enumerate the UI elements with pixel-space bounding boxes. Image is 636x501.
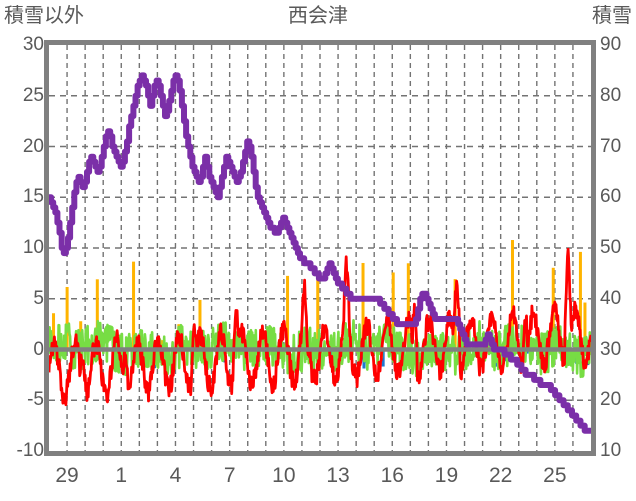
right-axis-title: 積雪 <box>592 5 632 27</box>
axis-tick-label: 25 <box>543 464 567 487</box>
temperature-line <box>49 247 591 407</box>
axis-tick-label: 20 <box>22 135 44 157</box>
axis-tick-label: 13 <box>326 464 350 487</box>
axis-tick-label: 15 <box>22 186 44 208</box>
plot-inner <box>49 45 591 451</box>
axis-tick-label: 10 <box>272 464 296 487</box>
axis-tick-label: 20 <box>600 389 622 411</box>
axis-tick-label: 5 <box>33 287 44 309</box>
axis-tick-label: 7 <box>223 464 236 487</box>
gridlines <box>49 45 591 451</box>
axis-tick-label: 19 <box>434 464 459 487</box>
plot-svg <box>49 45 591 451</box>
axis-tick-label: 29 <box>55 464 79 487</box>
axis-tick-label: 0 <box>33 338 44 360</box>
chart-title: 西会津 <box>288 5 348 27</box>
axis-tick-label: 10 <box>600 440 622 461</box>
axis-tick-label: -5 <box>27 389 44 411</box>
axis-tick-label: 30 <box>22 34 44 55</box>
axis-tick-label: 16 <box>380 464 404 487</box>
axis-tick-label: 90 <box>600 34 622 55</box>
axis-tick-label: 70 <box>600 135 622 157</box>
axis-tick-label: 40 <box>600 287 622 309</box>
axis-tick-label: 22 <box>488 464 513 487</box>
axis-tick-label: 50 <box>600 237 622 258</box>
axis-tick-label: 1 <box>115 464 128 487</box>
axis-tick-label: 80 <box>600 84 622 106</box>
plot-area <box>44 40 596 456</box>
left-axis-title: 積雪以外 <box>4 5 84 27</box>
snow-depth-line <box>49 72 591 434</box>
axis-tick-label: 60 <box>600 186 622 208</box>
axis-tick-label: 4 <box>169 464 182 487</box>
axis-tick-label: 30 <box>600 338 622 360</box>
axis-tick-label: -10 <box>16 440 44 461</box>
axis-tick-label: 25 <box>22 84 44 106</box>
axis-tick-label: 10 <box>22 237 44 258</box>
